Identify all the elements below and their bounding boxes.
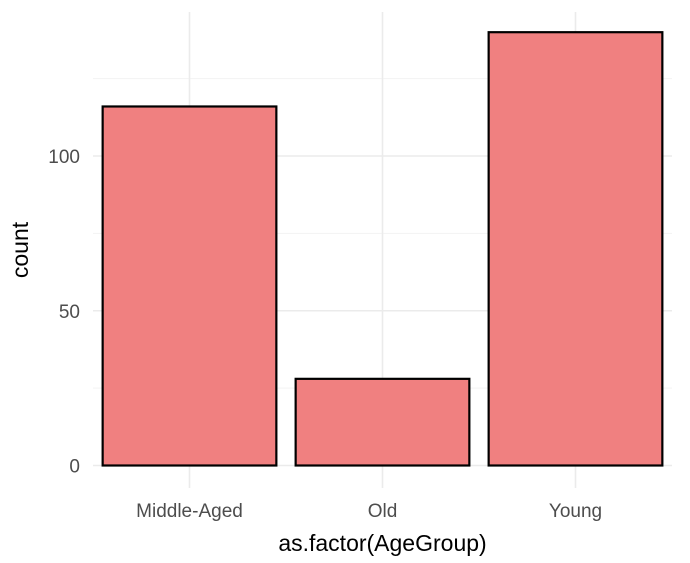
bars xyxy=(101,31,664,467)
y-tick-label: 0 xyxy=(69,457,80,478)
x-axis-title: as.factor(AgeGroup) xyxy=(278,530,486,556)
y-tick-label: 50 xyxy=(59,302,80,323)
bar-middle-aged xyxy=(101,105,278,467)
y-tick-label: 100 xyxy=(48,147,80,168)
x-tick-label: Middle-Aged xyxy=(136,501,243,522)
x-tick-label: Old xyxy=(368,501,398,522)
bar-old xyxy=(294,377,471,467)
x-tick-label: Young xyxy=(549,501,602,522)
x-tick-labels: Middle-Aged Old Young xyxy=(136,501,602,522)
y-tick-labels: 0 50 100 xyxy=(48,147,80,478)
y-axis-title: count xyxy=(7,221,33,278)
bar-young xyxy=(487,31,664,467)
